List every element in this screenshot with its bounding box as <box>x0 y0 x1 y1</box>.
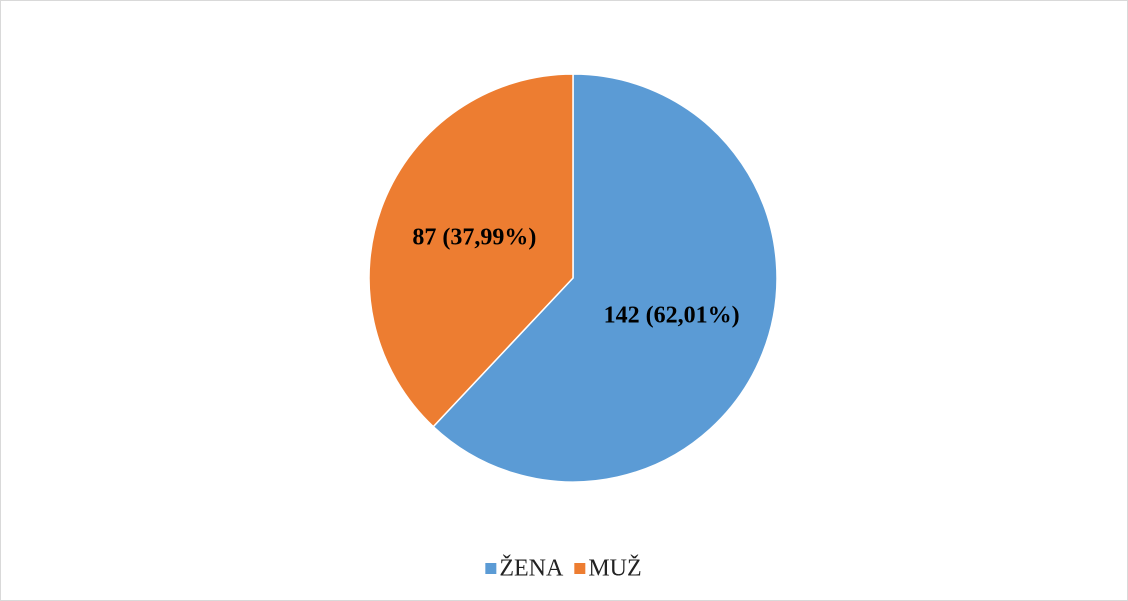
data-label: 142 (62,01%) <box>604 303 740 329</box>
legend-label: MUŽ <box>588 556 641 582</box>
pie-slice <box>432 73 778 483</box>
legend-label: ŽENA <box>499 556 564 582</box>
pie-slice <box>368 73 574 428</box>
legend-swatch <box>485 563 497 574</box>
legend-swatch <box>574 563 586 574</box>
data-label: 87 (37,99%) <box>412 224 536 250</box>
